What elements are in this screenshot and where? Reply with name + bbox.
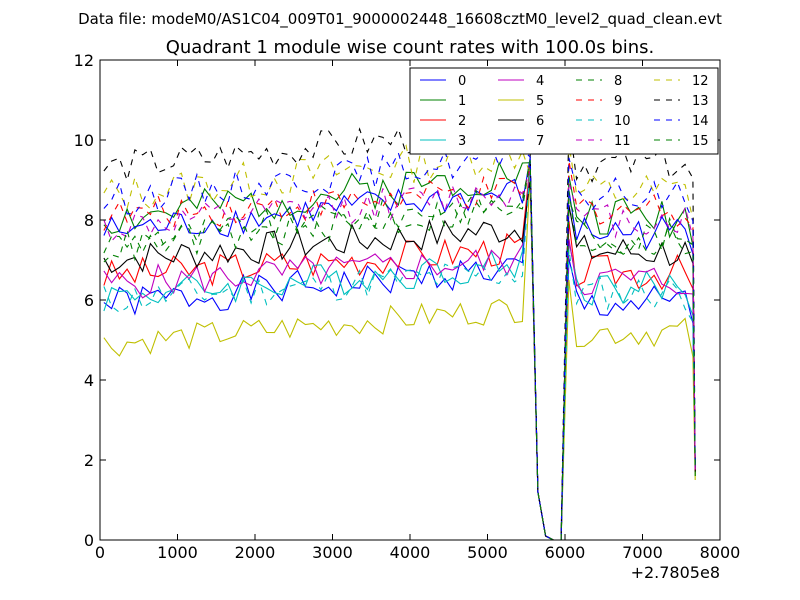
series-line-4 <box>103 172 696 541</box>
legend-box <box>409 67 719 155</box>
series-line-10 <box>103 167 696 541</box>
x-tick-label: 0 <box>95 543 105 562</box>
x-tick-label: 4000 <box>390 543 431 562</box>
x-tick-label: 2000 <box>235 543 276 562</box>
chart-title: Quadrant 1 module wise count rates with … <box>166 37 655 58</box>
series-line-1 <box>103 161 696 541</box>
legend-label-4: 4 <box>536 74 544 89</box>
legend-label-14: 14 <box>692 114 709 129</box>
legend-label-3: 3 <box>458 134 466 149</box>
legend-label-12: 12 <box>692 74 709 89</box>
series-line-3 <box>103 169 696 541</box>
y-tick-label: 0 <box>84 531 94 550</box>
y-tick-label: 12 <box>74 51 94 70</box>
legend-label-0: 0 <box>458 74 466 89</box>
series-line-2 <box>103 165 696 541</box>
legend-label-1: 1 <box>458 94 466 109</box>
legend-label-8: 8 <box>614 74 622 89</box>
x-tick-label: 6000 <box>545 543 586 562</box>
series-line-13 <box>103 113 696 541</box>
legend-label-7: 7 <box>536 134 544 149</box>
axes-ticks: 0 1000 2000 3000 4000 5000 6000 7000 80000246810… <box>74 51 741 562</box>
legend-label-6: 6 <box>536 114 544 129</box>
series-line-6 <box>103 178 696 541</box>
series-line-5 <box>103 175 696 541</box>
legend-label-11: 11 <box>614 134 631 149</box>
x-tick-label: 8000 <box>700 543 741 562</box>
series-line-0 <box>103 159 696 541</box>
series-line-9 <box>103 160 696 541</box>
x-tick-label: 5000 <box>467 543 508 562</box>
y-tick-label: 8 <box>84 211 94 230</box>
legend-label-5: 5 <box>536 94 544 109</box>
y-tick-label: 6 <box>84 291 94 310</box>
legend-label-15: 15 <box>692 134 709 149</box>
series-line-8 <box>103 161 696 541</box>
series-line-7 <box>103 158 696 541</box>
x-tick-label: 3000 <box>312 543 353 562</box>
legend-label-10: 10 <box>614 114 631 129</box>
x-tick-label: 7000 <box>622 543 663 562</box>
series-line-11 <box>103 170 696 541</box>
series-line-14 <box>103 139 696 541</box>
y-tick-label: 2 <box>84 451 94 470</box>
series-line-12 <box>103 141 696 541</box>
series-line-15 <box>103 159 696 541</box>
figure-suptitle: Data file: modeM0/AS1C04_009T01_90000024… <box>78 10 722 29</box>
legend-label-13: 13 <box>692 94 709 109</box>
y-tick-label: 4 <box>84 371 94 390</box>
x-axis-offset-label: +2.7805e8 <box>631 563 720 582</box>
legend-label-9: 9 <box>614 94 622 109</box>
legend-label-2: 2 <box>458 114 466 129</box>
x-tick-label: 1000 <box>157 543 198 562</box>
plot-area <box>103 113 696 541</box>
y-tick-label: 10 <box>74 131 94 150</box>
